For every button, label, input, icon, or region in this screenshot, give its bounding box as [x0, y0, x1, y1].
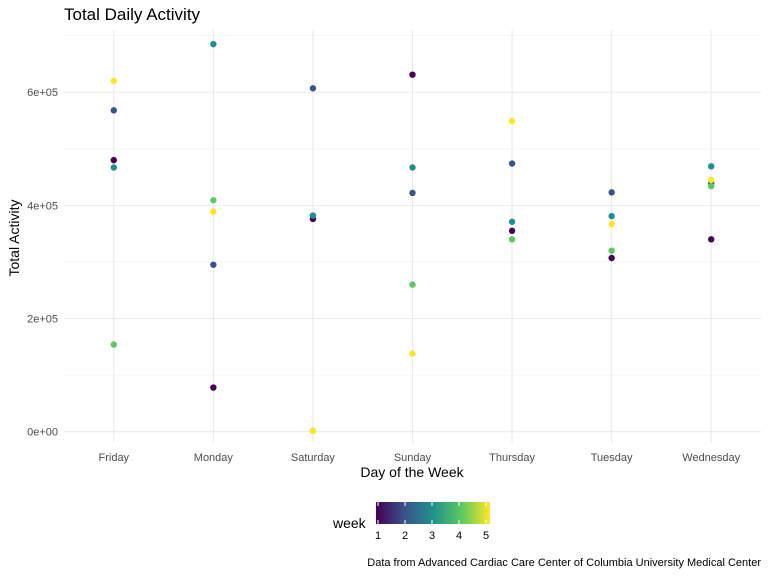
- x-tick-label: Wednesday: [682, 452, 740, 464]
- data-point: [210, 384, 217, 391]
- y-tick-label: 0e+00: [27, 427, 58, 439]
- legend-tick-label: 2: [402, 530, 408, 542]
- legend-title: week: [332, 515, 367, 531]
- data-point: [508, 160, 516, 167]
- legend-tick-label: 5: [483, 530, 489, 542]
- data-point: [508, 236, 516, 243]
- data-point: [608, 212, 615, 220]
- x-tick-label: Saturday: [291, 452, 336, 464]
- data-point: [309, 85, 317, 92]
- data-point: [409, 189, 416, 197]
- x-tick-label: Friday: [99, 452, 130, 464]
- y-tick-label: 6e+05: [27, 87, 58, 99]
- legend-colorbar: [376, 502, 490, 524]
- x-tick-label: Tuesday: [591, 452, 633, 464]
- data-point: [508, 227, 516, 235]
- legend: week 1 2 3 4 5: [332, 502, 490, 542]
- data-point: [508, 218, 516, 225]
- data-point: [210, 261, 217, 268]
- data-point: [309, 212, 317, 219]
- data-point: [708, 236, 715, 243]
- data-point: [110, 156, 117, 164]
- x-tick-label: Monday: [194, 452, 234, 464]
- data-point: [110, 164, 117, 171]
- data-point: [309, 427, 317, 435]
- legend-tick-label: 4: [456, 530, 462, 542]
- chart-caption: Data from Advanced Cardiac Care Center o…: [367, 557, 761, 569]
- data-point: [409, 164, 416, 171]
- data-point: [110, 77, 117, 85]
- y-axis-title: Total Activity: [6, 199, 22, 276]
- data-point: [409, 281, 416, 288]
- data-point: [508, 117, 516, 125]
- data-point: [708, 176, 715, 184]
- data-point: [409, 71, 416, 78]
- data-points: [110, 40, 715, 435]
- x-axis-title: Day of the Week: [360, 464, 464, 480]
- data-point: [110, 107, 117, 114]
- chart-title: Total Daily Activity: [64, 5, 201, 24]
- data-point: [608, 247, 615, 254]
- legend-tick-label: 1: [375, 530, 381, 542]
- x-tick-label: Sunday: [394, 452, 432, 464]
- data-point: [608, 189, 615, 196]
- data-point: [409, 350, 416, 357]
- data-point: [708, 182, 715, 190]
- data-point: [210, 40, 217, 48]
- data-point: [110, 341, 117, 348]
- y-tick-label: 2e+05: [27, 314, 58, 326]
- plot-grid: [64, 30, 761, 443]
- x-axis-ticks: Friday Monday Saturday Sunday Thursday Tuesda…: [99, 452, 741, 464]
- y-axis-ticks: 0e+00 2e+05 4e+05 6e+05: [27, 87, 58, 438]
- data-point: [608, 254, 615, 262]
- x-tick-label: Thursday: [489, 452, 535, 464]
- data-point: [210, 208, 217, 215]
- legend-ticks: 1 2 3 4 5: [375, 502, 489, 542]
- data-point: [708, 163, 715, 170]
- y-tick-label: 4e+05: [27, 200, 58, 212]
- legend-tick-label: 3: [429, 530, 435, 542]
- data-point: [210, 197, 217, 204]
- data-point: [608, 220, 615, 228]
